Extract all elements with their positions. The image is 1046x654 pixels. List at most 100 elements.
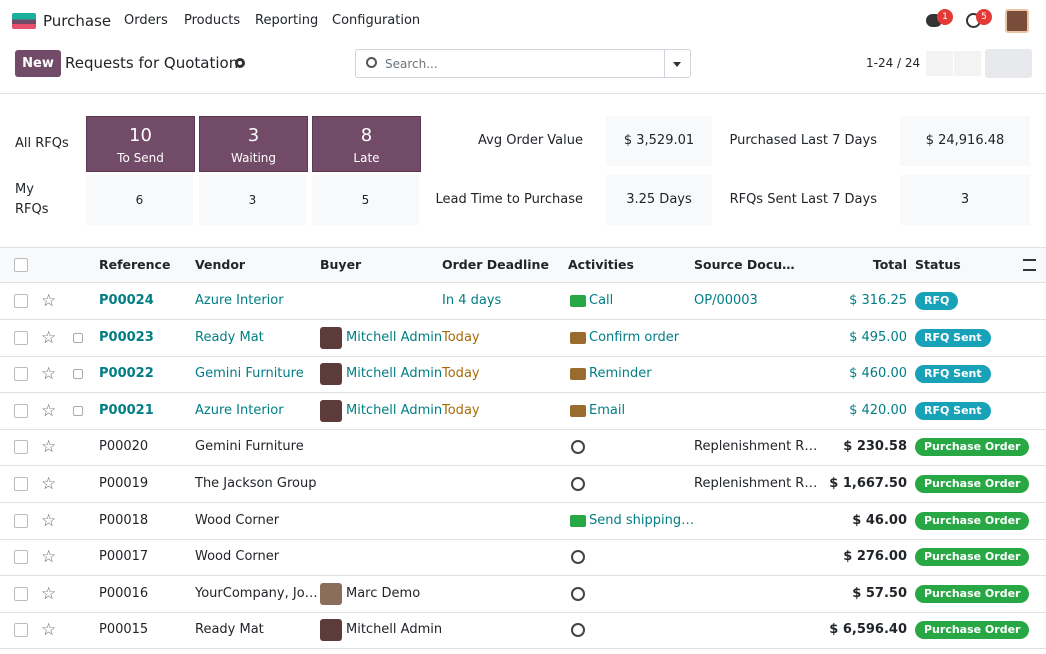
activity-icon[interactable] — [570, 514, 586, 527]
column-header[interactable]: Order Deadline — [442, 257, 549, 272]
duplicate-icon[interactable] — [73, 369, 83, 380]
optional-columns[interactable] — [1023, 259, 1036, 271]
row-checkbox[interactable] — [14, 477, 28, 491]
row-checkbox[interactable] — [14, 294, 28, 308]
column-header[interactable]: Activities — [568, 257, 634, 272]
favorite-star[interactable]: ☆ — [41, 364, 57, 385]
menu-item[interactable]: Reporting — [255, 13, 319, 28]
pager-next[interactable] — [954, 51, 981, 76]
row-checkbox[interactable] — [14, 513, 28, 528]
menu-item[interactable]: Products — [184, 13, 241, 28]
activity-icon[interactable] — [570, 331, 586, 344]
reference[interactable]: P00018 — [99, 512, 149, 528]
app-name[interactable]: Purchase — [43, 12, 112, 30]
app-icon[interactable] — [12, 13, 36, 29]
buyer[interactable]: Mitchell Admin — [346, 366, 443, 382]
activity-icon[interactable] — [570, 368, 586, 381]
column-header[interactable]: Source Docu… — [694, 257, 795, 272]
rfq-tile[interactable]: 5 — [312, 175, 419, 225]
duplicate-icon[interactable] — [73, 332, 83, 343]
menu-item[interactable]: Orders — [124, 13, 168, 28]
view-switcher[interactable] — [985, 49, 1032, 78]
vendor[interactable]: Wood Corner — [195, 549, 280, 565]
favorite-star[interactable]: ☆ — [41, 327, 57, 348]
vendor[interactable]: Gemini Furniture — [195, 439, 304, 455]
row-checkbox[interactable] — [14, 623, 28, 638]
stat-value[interactable]: 3.25 Days — [606, 175, 712, 225]
activity[interactable]: Email — [589, 402, 626, 418]
stat-value[interactable]: $ 3,529.01 — [606, 116, 712, 166]
reference[interactable]: P00017 — [99, 549, 149, 565]
reference[interactable]: P00022 — [99, 366, 154, 382]
stat-value[interactable]: $ 24,916.48 — [900, 116, 1030, 166]
buyer[interactable]: Mitchell Admin — [346, 402, 443, 418]
activity[interactable]: Send shipping… — [589, 512, 695, 528]
favorite-star[interactable]: ☆ — [41, 437, 57, 458]
buyer-avatar — [320, 619, 342, 642]
row-checkbox[interactable] — [14, 330, 28, 345]
row-checkbox[interactable] — [14, 258, 28, 272]
column-header[interactable]: Buyer — [320, 257, 362, 272]
settings-icon[interactable] — [235, 58, 245, 68]
favorite-star[interactable]: ☆ — [41, 510, 57, 531]
vendor[interactable]: Gemini Furniture — [195, 366, 304, 382]
row-checkbox[interactable] — [14, 440, 28, 455]
new-button[interactable]: New — [15, 50, 61, 77]
vendor[interactable]: Azure Interior — [195, 293, 284, 308]
duplicate-icon[interactable] — [73, 405, 83, 416]
stat-value[interactable]: 3 — [900, 175, 1030, 225]
activity-icon[interactable] — [571, 586, 585, 601]
rfq-tile[interactable]: 6 — [86, 175, 193, 225]
rfq-tile[interactable]: 10 To Send — [86, 116, 195, 172]
user-avatar[interactable] — [1005, 9, 1029, 33]
buyer[interactable]: Marc Demo — [346, 585, 421, 601]
search-box[interactable]: Search... — [355, 49, 691, 78]
column-header[interactable]: Total — [872, 257, 907, 272]
column-header[interactable]: Status — [915, 257, 961, 272]
activity[interactable]: Call — [589, 293, 614, 308]
reference[interactable]: P00024 — [99, 293, 154, 308]
menu-item[interactable]: Configuration — [332, 13, 421, 28]
rfq-tile[interactable]: 3 Waiting — [199, 116, 308, 172]
reference[interactable]: P00015 — [99, 622, 149, 638]
vendor[interactable]: Ready Mat — [195, 622, 264, 638]
activity-icon[interactable] — [570, 404, 586, 417]
rfq-tile[interactable]: 3 — [199, 175, 306, 225]
activity-icon[interactable] — [571, 550, 585, 565]
reference[interactable]: P00021 — [99, 402, 154, 418]
pager-prev[interactable] — [926, 51, 953, 76]
vendor[interactable]: YourCompany, Jo… — [195, 585, 318, 601]
activity-icon[interactable] — [571, 477, 585, 491]
vendor[interactable]: The Jackson Group — [195, 476, 317, 491]
activity[interactable]: Confirm order — [589, 329, 680, 345]
reference[interactable]: P00020 — [99, 439, 149, 455]
row-checkbox[interactable] — [14, 367, 28, 382]
favorite-star[interactable]: ☆ — [41, 583, 57, 604]
buyer[interactable]: Mitchell Admin — [346, 329, 443, 345]
reference[interactable]: P00019 — [99, 476, 149, 491]
activity-icon[interactable] — [571, 623, 585, 638]
activity-icon[interactable] — [570, 295, 586, 307]
search-toggle[interactable] — [664, 50, 665, 77]
favorite-star[interactable]: ☆ — [41, 474, 57, 494]
favorite-star[interactable]: ☆ — [41, 547, 57, 568]
column-header[interactable]: Vendor — [195, 257, 246, 272]
favorite-star[interactable]: ☆ — [41, 400, 57, 421]
activity[interactable]: Reminder — [589, 366, 652, 382]
buyer[interactable]: Mitchell Admin — [346, 622, 443, 638]
tile-label: To Send — [117, 151, 164, 165]
vendor[interactable]: Azure Interior — [195, 402, 284, 418]
favorite-star[interactable]: ☆ — [41, 620, 57, 641]
reference[interactable]: P00023 — [99, 329, 154, 345]
caret — [673, 62, 681, 67]
activity-icon[interactable] — [571, 440, 585, 455]
column-header[interactable]: Reference — [99, 257, 171, 272]
row-checkbox[interactable] — [14, 550, 28, 565]
reference[interactable]: P00016 — [99, 585, 149, 601]
vendor[interactable]: Ready Mat — [195, 329, 264, 345]
vendor[interactable]: Wood Corner — [195, 512, 280, 528]
row-checkbox[interactable] — [14, 586, 28, 601]
favorite-star[interactable]: ☆ — [41, 291, 57, 311]
row-checkbox[interactable] — [14, 403, 28, 418]
rfq-tile[interactable]: 8 Late — [312, 116, 421, 172]
